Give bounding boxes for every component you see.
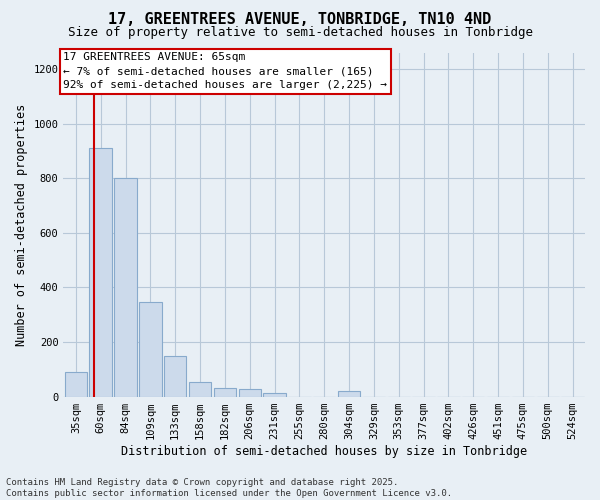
Bar (239, 389, 261, 396)
Bar (115, 178, 137, 396)
Bar (214, 388, 236, 396)
Bar (89, 148, 112, 396)
Text: 17, GREENTREES AVENUE, TONBRIDGE, TN10 4ND: 17, GREENTREES AVENUE, TONBRIDGE, TN10 4… (109, 12, 491, 26)
Bar (189, 382, 211, 396)
Bar (139, 302, 161, 396)
Y-axis label: Number of semi-detached properties: Number of semi-detached properties (15, 104, 28, 346)
Bar (164, 356, 187, 397)
X-axis label: Distribution of semi-detached houses by size in Tonbridge: Distribution of semi-detached houses by … (121, 444, 527, 458)
Text: Size of property relative to semi-detached houses in Tonbridge: Size of property relative to semi-detach… (67, 26, 533, 39)
Bar (338, 391, 360, 396)
Bar (65, 372, 87, 396)
Text: 17 GREENTREES AVENUE: 65sqm
← 7% of semi-detached houses are smaller (165)
92% o: 17 GREENTREES AVENUE: 65sqm ← 7% of semi… (64, 52, 388, 90)
Bar (263, 394, 286, 396)
Text: Contains HM Land Registry data © Crown copyright and database right 2025.
Contai: Contains HM Land Registry data © Crown c… (6, 478, 452, 498)
